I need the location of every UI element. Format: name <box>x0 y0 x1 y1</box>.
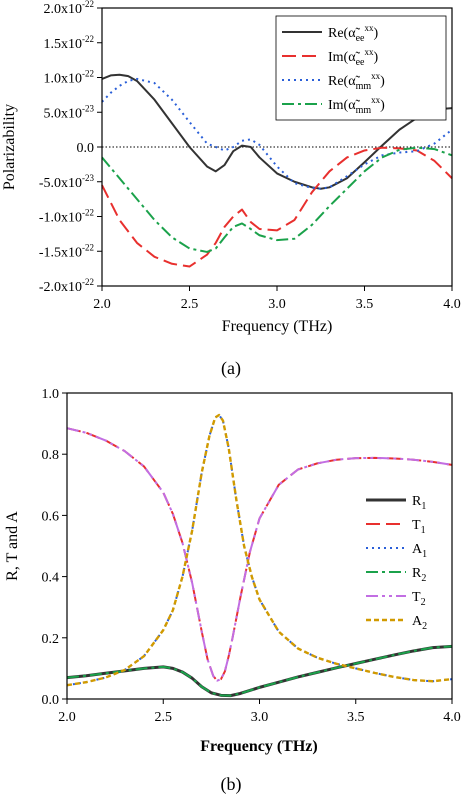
x-tick-label: 3.5 <box>356 297 374 312</box>
x-tick-label: 3.0 <box>251 710 269 725</box>
y-tick-label: -2.0x10-22 <box>39 277 94 295</box>
chart-b-series-line-4 <box>66 427 453 682</box>
chart-b-series-line-5 <box>66 413 453 687</box>
legend-entry-label: T2 <box>412 590 426 608</box>
y-tick-label: -1.0x10-22 <box>39 208 94 226</box>
y-tick-label: 2.0x10-22 <box>44 0 95 17</box>
x-tick-label: 2.0 <box>58 710 76 725</box>
y-tick-label: 5.0x10-23 <box>44 103 95 121</box>
y-tick-label: 0.0 <box>77 141 95 156</box>
x-tick-label: 3.0 <box>268 297 286 312</box>
x-tick-label: 2.0 <box>93 297 111 312</box>
chart-b: 2.0 2.5 3.0 3.5 4.0 0.0 0.2 0.4 0.6 0.8 1.0 Frequ… <box>4 387 461 795</box>
chart-a-series-line-3 <box>101 146 453 253</box>
chart-a-panel-label: (a) <box>221 358 241 379</box>
y-tick-label: 0.6 <box>42 509 60 524</box>
x-tick-label: 4.0 <box>443 297 461 312</box>
chart-b-ylabel: R, T and A <box>4 511 21 581</box>
chart-b-y-ticks: 0.0 0.2 0.4 0.6 0.8 1.0 <box>42 387 67 708</box>
chart-b-panel-label: (b) <box>221 774 242 795</box>
legend-entry-label: R2 <box>412 566 426 584</box>
chart-a-y-ticks: 2.0x10-22 1.5x10-22 1.0x10-22 5.0x10-23 0.0 -… <box>39 0 102 295</box>
chart-a-legend: Re(α̃eexx)Im(α̃eexx)Re(α̃mmxx)Im(α̃mmxx) <box>275 15 447 121</box>
chart-a-series <box>101 73 453 268</box>
y-tick-label: 0.2 <box>42 632 60 647</box>
chart-a-series-line-0 <box>101 73 453 190</box>
y-tick-label: 0.0 <box>42 693 60 708</box>
legend-entry-label: T1 <box>412 518 426 536</box>
chart-b-series-line-2 <box>66 414 453 687</box>
x-tick-label: 4.0 <box>443 710 461 725</box>
x-tick-label: 2.5 <box>181 297 199 312</box>
chart-b-series-line-1 <box>66 427 453 682</box>
chart-b-frame <box>66 392 453 700</box>
legend-entry-label: R1 <box>412 494 426 512</box>
y-tick-label: -1.5x10-22 <box>39 242 94 260</box>
y-tick-label: 1.5x10-22 <box>44 34 95 52</box>
chart-a-legend-box <box>275 15 447 121</box>
chart-b-legend: R1 T1 A1 R2 T2 A2 <box>366 494 427 632</box>
legend-entry-label: A2 <box>412 614 427 632</box>
chart-b-xlabel: Frequency (THz) <box>200 738 317 755</box>
chart-a: 2.0 2.5 3.0 3.5 4.0 2.0x10-22 1.5x10-22 1.0x10… <box>1 0 461 379</box>
x-tick-label: 2.5 <box>155 710 173 725</box>
chart-a-xlabel: Frequency (THz) <box>222 318 333 335</box>
chart-a-series-line-1 <box>101 146 453 268</box>
chart-b-series <box>66 413 453 698</box>
y-tick-label: -5.0x10-23 <box>39 173 95 191</box>
chart-a-ylabel: Polarizability <box>1 104 18 190</box>
legend-entry-label: A1 <box>412 542 427 560</box>
x-tick-label: 3.5 <box>347 710 365 725</box>
y-tick-label: 0.4 <box>42 571 60 586</box>
chart-b-x-ticks: 2.0 2.5 3.0 3.5 4.0 <box>58 699 461 725</box>
y-tick-label: 1.0 <box>42 387 60 402</box>
chart-b-series-line-3 <box>66 645 453 697</box>
y-tick-label: 0.8 <box>42 448 60 463</box>
chart-a-x-ticks: 2.0 2.5 3.0 3.5 4.0 <box>93 286 461 312</box>
y-tick-label: 1.0x10-22 <box>44 69 95 87</box>
